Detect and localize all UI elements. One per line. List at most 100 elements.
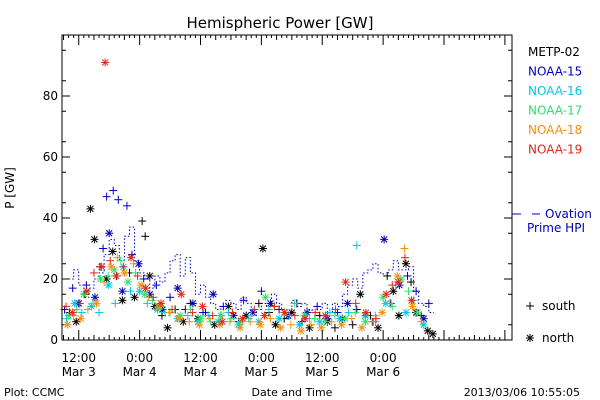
- star-marker: [92, 299, 101, 308]
- north-legend-label: north: [542, 331, 574, 345]
- plus-marker: [254, 299, 263, 308]
- plus-marker: [352, 241, 361, 250]
- plus-marker: [351, 299, 360, 308]
- star-marker: [260, 311, 269, 320]
- star-marker: [154, 302, 163, 311]
- star-marker: [361, 308, 370, 317]
- plus-marker: [407, 278, 416, 287]
- legend-entry: NOAA-19: [528, 143, 582, 157]
- star-marker: [126, 253, 135, 262]
- south-legend-marker: [526, 302, 534, 310]
- plus-marker: [247, 311, 256, 320]
- star-marker: [82, 287, 91, 296]
- star-marker: [108, 247, 117, 256]
- legend-entry: NOAA-18: [528, 123, 582, 137]
- plus-marker: [330, 323, 339, 332]
- star-marker: [188, 299, 197, 308]
- plus-marker: [139, 275, 148, 283]
- star-marker: [97, 262, 106, 271]
- plus-marker: [113, 253, 122, 262]
- star-marker: [63, 320, 72, 329]
- star-marker: [198, 302, 207, 311]
- plus-marker: [400, 244, 409, 253]
- plus-marker: [168, 305, 177, 314]
- plus-marker: [114, 195, 123, 204]
- hpi-legend-line1: Ovation: [545, 207, 592, 221]
- plus-marker: [290, 299, 299, 308]
- plus-marker: [404, 287, 413, 296]
- plus-marker: [106, 256, 115, 265]
- plus-marker: [347, 314, 356, 323]
- star-marker: [258, 244, 267, 253]
- star-marker: [76, 314, 85, 323]
- plus-marker: [82, 281, 91, 290]
- plus-marker: [311, 308, 320, 317]
- star-marker: [107, 262, 116, 271]
- star-marker: [238, 314, 247, 323]
- star-marker: [177, 290, 186, 299]
- star-marker: [428, 329, 437, 338]
- plus-marker: [183, 311, 192, 320]
- plot-credit: Plot: CCMC: [4, 386, 65, 399]
- star-marker: [130, 293, 139, 302]
- y-tick-label: 0: [50, 333, 58, 347]
- legend-entry: METP-02: [528, 45, 580, 59]
- plus-marker: [102, 192, 111, 201]
- plus-marker: [166, 293, 175, 302]
- plus-marker: [149, 293, 158, 302]
- plus-marker: [270, 302, 279, 311]
- star-marker: [321, 311, 330, 320]
- star-marker: [118, 287, 127, 296]
- legend-entry: NOAA-17: [528, 104, 582, 118]
- plus-marker: [351, 308, 360, 317]
- plus-marker: [330, 311, 339, 320]
- star-marker: [90, 293, 99, 302]
- plus-marker: [286, 320, 295, 329]
- plus-marker: [219, 302, 228, 311]
- x-tick-label-date: Mar 4: [123, 365, 157, 379]
- plus-marker: [77, 308, 86, 317]
- plus-marker: [141, 232, 150, 241]
- star-marker: [196, 314, 205, 323]
- x-tick-label-time: 0:00: [126, 351, 153, 365]
- y-tick-label: 40: [43, 211, 58, 225]
- star-marker: [145, 271, 154, 280]
- legend-entry: NOAA-15: [528, 65, 582, 79]
- star-marker: [401, 259, 410, 268]
- plus-marker: [250, 305, 259, 314]
- star-marker: [195, 320, 204, 329]
- star-marker: [90, 235, 99, 244]
- plus-marker: [152, 281, 161, 290]
- star-marker: [86, 204, 95, 213]
- plus-marker: [126, 287, 135, 296]
- x-tick-label-time: 12:00: [61, 351, 96, 365]
- star-marker: [361, 317, 370, 326]
- star-marker: [156, 299, 165, 308]
- x-tick-label-date: Mar 3: [62, 365, 96, 379]
- star-marker: [296, 326, 305, 335]
- star-marker: [295, 320, 304, 329]
- star-marker: [343, 299, 352, 308]
- star-marker: [68, 308, 77, 317]
- star-marker: [357, 323, 366, 332]
- plus-marker: [257, 287, 266, 296]
- star-marker: [276, 323, 285, 332]
- star-marker: [218, 317, 227, 326]
- star-marker: [317, 323, 326, 332]
- y-tick-label: 80: [43, 89, 58, 103]
- south-legend-label: south: [542, 299, 576, 313]
- star-marker: [394, 278, 403, 287]
- ovation-hpi-series: [68, 226, 434, 317]
- x-tick-label-date: Mar 4: [183, 365, 217, 379]
- star-marker: [261, 293, 270, 302]
- star-marker: [137, 281, 146, 290]
- star-marker: [216, 311, 225, 320]
- plus-marker: [72, 305, 81, 314]
- plus-marker: [75, 299, 84, 308]
- plus-marker: [83, 305, 92, 314]
- x-tick-label-time: 0:00: [370, 351, 397, 365]
- plot-frame: [61, 34, 513, 341]
- plus-marker: [62, 302, 71, 311]
- plus-marker: [185, 317, 194, 326]
- plus-marker: [122, 201, 131, 210]
